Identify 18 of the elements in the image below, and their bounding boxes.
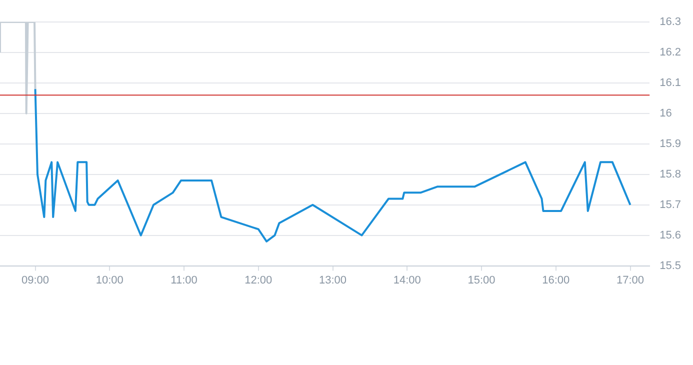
y-tick-label: 15.8 bbox=[660, 168, 682, 180]
x-tick-label: 11:00 bbox=[170, 274, 198, 286]
x-tick-label: 09:00 bbox=[21, 274, 50, 286]
x-tick-label: 12:00 bbox=[244, 274, 272, 286]
y-tick-label: 16.3 bbox=[660, 16, 682, 28]
y-tick-label: 15.7 bbox=[660, 198, 682, 211]
y-tick-label: 15.9 bbox=[660, 138, 682, 150]
y-tick-label: 15.6 bbox=[660, 229, 682, 242]
y-tick-label: 16 bbox=[660, 107, 672, 120]
x-tick-label: 15:00 bbox=[468, 274, 496, 286]
x-tick-label: 10:00 bbox=[96, 274, 124, 286]
x-tick-label: 17:00 bbox=[616, 274, 644, 286]
x-tick-label: 16:00 bbox=[542, 274, 570, 286]
x-tick-label: 13:00 bbox=[318, 274, 347, 286]
y-tick-label: 16.1 bbox=[660, 76, 682, 89]
x-tick-label: 14:00 bbox=[393, 274, 421, 286]
y-tick-label: 16.2 bbox=[660, 46, 682, 59]
y-tick-label: 15.5 bbox=[660, 260, 682, 272]
